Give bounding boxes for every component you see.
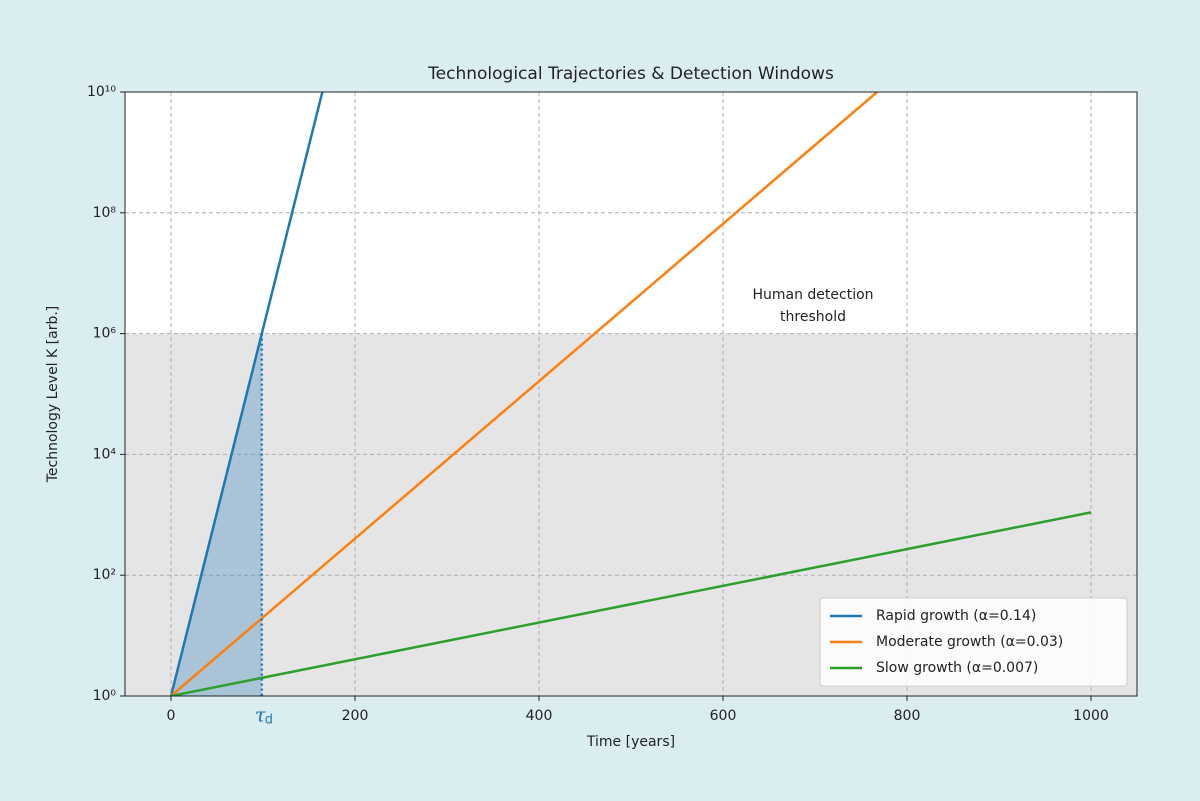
series-line xyxy=(170,511,1092,696)
detection-subscript: d xyxy=(265,713,273,728)
y-tick-label: 10¹⁰ xyxy=(87,84,116,100)
series-line xyxy=(170,92,878,696)
annotation: Human detection xyxy=(752,287,873,303)
x-tick-label: 800 xyxy=(894,708,921,724)
annotation: threshold xyxy=(780,309,846,325)
y-tick-label: 10⁴ xyxy=(93,446,117,462)
legend-label: Rapid growth (α=0.14) xyxy=(876,608,1036,624)
chart-title: Technological Trajectories & Detection W… xyxy=(427,64,834,84)
y-tick-label: 10⁰ xyxy=(93,688,117,704)
y-axis-label: Technology Level K [arb.] xyxy=(45,306,61,484)
detection-label: τ xyxy=(255,703,267,727)
x-tick-label: 200 xyxy=(342,708,369,724)
series-line xyxy=(169,92,324,696)
legend-label: Moderate growth (α=0.03) xyxy=(876,634,1063,650)
x-axis-label: Time [years] xyxy=(586,734,675,750)
x-tick-label: 600 xyxy=(710,708,737,724)
plot-frame xyxy=(124,91,1138,697)
legend-label: Slow growth (α=0.007) xyxy=(876,660,1038,676)
y-tick-label: 10⁸ xyxy=(93,205,117,221)
y-tick-label: 10⁶ xyxy=(93,326,117,342)
legend-box xyxy=(819,597,1128,687)
y-tick-label: 10² xyxy=(93,567,116,583)
x-tick-label: 400 xyxy=(526,708,553,724)
x-tick-label: 0 xyxy=(167,708,176,724)
x-tick-label: 1000 xyxy=(1073,708,1109,724)
